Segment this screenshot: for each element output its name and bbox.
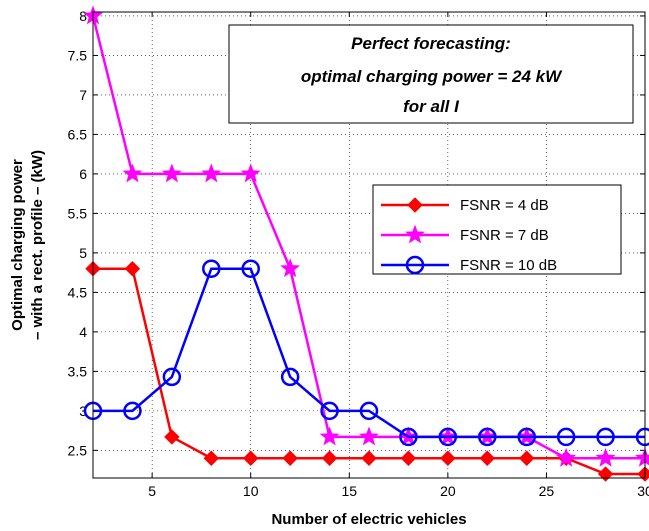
legend-label: FSNR = 4 dB <box>460 197 549 214</box>
x-tick-label: 30 <box>637 483 649 499</box>
data-point <box>203 450 219 466</box>
data-point <box>164 429 180 445</box>
data-point <box>320 401 339 421</box>
data-point <box>400 450 417 466</box>
y-tick-label: 7.5 <box>68 47 88 63</box>
x-axis-label: Number of electric vehicles <box>271 511 466 528</box>
data-point <box>280 258 301 278</box>
data-point <box>556 427 576 447</box>
y-tick-label: 5 <box>79 245 87 261</box>
annotation-box: Perfect forecasting: optimal charging po… <box>228 24 634 124</box>
series-line <box>93 267 645 439</box>
x-tick-label: 20 <box>440 483 456 499</box>
data-point <box>243 450 259 466</box>
annotation-frame <box>228 24 634 124</box>
data-point <box>479 450 495 466</box>
data-point <box>319 426 340 446</box>
data-point <box>202 259 221 278</box>
legend-label: FSNR = 7 dB <box>460 227 549 244</box>
y-axis-label-line-1: Optimal charging power <box>9 159 26 331</box>
x-tick-label: 25 <box>539 483 555 499</box>
y-tick-label: 3.5 <box>68 363 88 379</box>
data-point <box>123 401 142 421</box>
x-tick-label: 5 <box>148 483 156 499</box>
data-point <box>161 163 182 183</box>
data-point <box>556 447 577 467</box>
data-point <box>359 426 379 446</box>
data-point <box>596 427 615 447</box>
y-tick-label: 4.5 <box>68 284 88 300</box>
data-point <box>280 367 300 387</box>
data-point <box>124 260 141 277</box>
y-tick-label: 4 <box>79 324 87 340</box>
data-point <box>282 450 298 466</box>
data-point <box>595 447 616 467</box>
data-point <box>321 450 338 466</box>
data-point <box>399 427 418 447</box>
series-diamond <box>85 260 649 482</box>
legend-marker <box>407 197 423 213</box>
data-series <box>83 5 649 482</box>
data-point <box>519 450 535 466</box>
series-circle <box>83 259 649 447</box>
y-tick-label: 5.5 <box>68 205 88 221</box>
data-point <box>637 466 649 482</box>
data-point <box>478 427 497 447</box>
plot-area-frame <box>92 11 646 479</box>
legend-label: FSNR = 10 dB <box>460 257 557 274</box>
data-point <box>122 163 143 183</box>
data-point <box>438 427 458 447</box>
data-point <box>359 401 379 421</box>
x-tick-label: 15 <box>341 483 357 499</box>
legend-marker <box>405 255 425 275</box>
y-tick-label: 6 <box>79 166 87 182</box>
data-point <box>241 259 260 278</box>
y-tick-label: 6.5 <box>68 126 88 142</box>
axis-ticks: 5 10 15 20 25 30 2.5 3 3.5 4 4.5 5 5.5 6 6.5 7 7.5 8 <box>68 8 649 499</box>
y-tick-label: 2.5 <box>68 442 88 458</box>
annotation-line-2: optimal charging power = 24 kW <box>301 67 563 86</box>
y-tick-label: 8 <box>79 8 87 24</box>
annotation-line-1: Perfect forecasting: <box>351 34 511 53</box>
data-point <box>597 466 614 482</box>
data-point <box>162 367 182 387</box>
data-point <box>240 163 261 183</box>
data-point <box>440 450 456 466</box>
data-point <box>517 427 536 447</box>
legend: FSNR = 4 dB FSNR = 7 dB FSNR = 10 dB <box>372 184 622 275</box>
data-point <box>635 447 649 467</box>
y-tick-label: 3 <box>79 403 87 419</box>
annotation-line-3: for all I <box>403 97 460 116</box>
data-point <box>361 450 377 466</box>
legend-entries: FSNR = 4 dB FSNR = 7 dB FSNR = 10 dB <box>381 197 557 275</box>
y-tick-label: 7 <box>79 87 87 103</box>
x-tick-label: 10 <box>243 483 259 499</box>
data-point <box>201 163 222 183</box>
legend-marker <box>405 224 425 244</box>
y-axis-label-line-2: – with a rect. profile – (kW) <box>29 150 46 340</box>
